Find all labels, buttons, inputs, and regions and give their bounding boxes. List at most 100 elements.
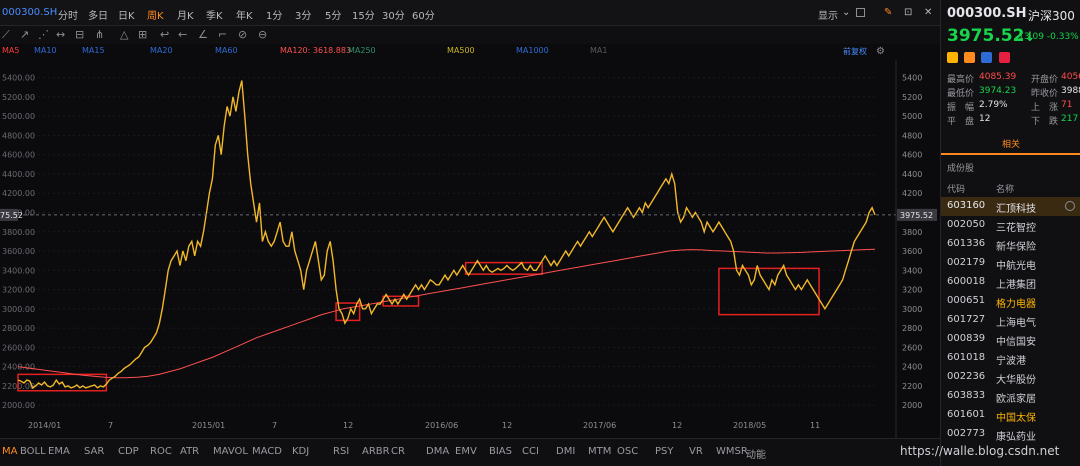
x-tick-label: 7 [272, 421, 277, 430]
tab-duori[interactable]: 多日 [88, 11, 108, 22]
news-icon[interactable] [964, 52, 976, 63]
indicator-roc[interactable]: ROC [150, 446, 172, 457]
fork-tool-icon[interactable]: ⋔ [95, 28, 105, 41]
list-item[interactable]: 603833 欧派家居 [941, 387, 1080, 406]
close-icon[interactable]: ✕ [924, 7, 933, 18]
ma250-label: MA500 [447, 46, 475, 55]
indicator-mtm[interactable]: MTM [588, 446, 612, 457]
indicator-dma[interactable]: DMA [426, 446, 450, 457]
indicator-sar[interactable]: SAR [84, 446, 105, 457]
pencil-icon[interactable]: ✎ [884, 7, 893, 18]
list-item[interactable]: 002773 康弘药业 [941, 425, 1080, 444]
tab-daily[interactable]: 日K [118, 11, 135, 22]
stock-code: 601336 [947, 238, 986, 249]
list-item[interactable]: 600018 上港集团 [941, 273, 1080, 292]
indicator-wmsr[interactable]: WMSR [716, 446, 748, 457]
delete-tool-icon[interactable]: ⊖ [258, 28, 268, 41]
indicator-boll[interactable]: BOLL [20, 446, 46, 457]
indicator-dmi[interactable]: DMI [556, 446, 576, 457]
ma60-label: MA120: 3618.883 [280, 46, 352, 55]
tab-1min[interactable]: 1分 [266, 11, 283, 22]
symbol-label[interactable]: 000300.SH [2, 7, 58, 18]
back-arrow-icon[interactable]: ← [178, 28, 188, 41]
arrow-tool-icon[interactable]: ↗ [20, 28, 30, 41]
indicator-rsi[interactable]: RSI [333, 446, 350, 457]
list-item[interactable]: 000651 格力电器 [941, 292, 1080, 311]
col-code-header[interactable]: 代码 [947, 185, 966, 195]
list-item[interactable]: 002236 大华股份 [941, 368, 1080, 387]
tab-fenshi[interactable]: 分时 [58, 11, 78, 22]
info-icon[interactable] [981, 52, 993, 63]
list-item[interactable]: 603160 汇顶科技 [941, 197, 1080, 216]
list-item[interactable]: 002050 三花智控 [941, 216, 1080, 235]
indicator-mavol[interactable]: MAVOL [213, 446, 248, 457]
left-tick-label: 3800.00 [2, 228, 35, 237]
high-label: 最高价 [947, 75, 975, 85]
indicator-psy[interactable]: PSY [655, 446, 674, 457]
tab-5min[interactable]: 5分 [325, 11, 342, 22]
list-item[interactable]: 601727 上海电气 [941, 311, 1080, 330]
indicator-ma[interactable]: MA [2, 446, 18, 457]
indicator-vr[interactable]: VR [689, 446, 703, 457]
indicator-arbr[interactable]: ARBR [362, 446, 390, 457]
settings-gear-icon[interactable]: ⚙ [876, 46, 885, 57]
low-label: 最低价 [947, 89, 975, 99]
favorite-icon[interactable] [998, 52, 1010, 63]
stock-name: 三花智控 [996, 223, 1036, 234]
tab-60min[interactable]: 60分 [412, 11, 435, 22]
list-item[interactable]: 601018 宁波港 [941, 349, 1080, 368]
indicator-macd[interactable]: MACD [252, 446, 282, 457]
indicator-cci[interactable]: CCI [522, 446, 539, 457]
tab-30min[interactable]: 30分 [382, 11, 405, 22]
adjust-button[interactable]: 前复权 [843, 47, 867, 56]
indicator-bar: MA BOLL EMA SAR CDP ROC ATR MAVOL MACD KDJ RSI ARBR… [0, 438, 940, 466]
hide-tool-icon[interactable]: ⊘ [238, 28, 248, 41]
checkbox-icon[interactable] [856, 8, 865, 17]
triangle-tool-icon[interactable]: △ [120, 28, 129, 41]
tab-yearly[interactable]: 年K [236, 11, 253, 22]
list-item[interactable]: 002179 中航光电 [941, 254, 1080, 273]
display-dropdown[interactable]: 显示 [818, 11, 838, 22]
stock-name: 中信国安 [996, 337, 1036, 348]
indicator-kdj[interactable]: KDJ [292, 446, 310, 457]
tab-15min[interactable]: 15分 [352, 11, 375, 22]
col-name-header[interactable]: 名称 [996, 185, 1015, 195]
chevron-down-icon[interactable]: ⌄ [842, 7, 851, 18]
tab-related[interactable]: 相关 [941, 137, 1080, 155]
indicator-cr[interactable]: CR [391, 446, 405, 457]
list-item[interactable]: 601336 新华保险 [941, 235, 1080, 254]
stock-code: 601018 [947, 352, 986, 363]
channel-tool-icon[interactable]: ⊟ [75, 28, 85, 41]
indicator-cdp[interactable]: CDP [118, 446, 139, 457]
current-price-tag [897, 208, 937, 221]
angle-tool-icon[interactable]: ∠ [198, 28, 208, 41]
list-item[interactable]: 601601 中国太保 [941, 406, 1080, 425]
tab-3min[interactable]: 3分 [295, 11, 312, 22]
undo-icon[interactable]: ↩ [160, 28, 170, 41]
indicator-osc[interactable]: OSC [617, 446, 639, 457]
tab-quarterly[interactable]: 季K [206, 11, 223, 22]
quote-name: 沪深300 [1028, 9, 1075, 23]
ray-tool-icon[interactable]: ⋰ [38, 28, 49, 41]
amplitude-value: 2.79% [979, 100, 1008, 110]
hline-tool-icon[interactable]: ↔ [56, 28, 66, 41]
price-chart[interactable]: 5400.00 5200.00 5000.00 4800.00 4600.00 4400.… [0, 60, 940, 438]
tab-monthly[interactable]: 月K [177, 11, 194, 22]
right-tick-label: 4800 [902, 131, 922, 140]
line-tool-icon[interactable]: ⟋ [2, 28, 10, 41]
stock-name: 汇顶科技 [996, 204, 1036, 215]
grid-tool-icon[interactable]: ⊞ [138, 28, 148, 41]
indicator-动能[interactable]: 动能 [746, 450, 766, 461]
indicator-atr[interactable]: ATR [180, 446, 200, 457]
stock-code: 600018 [947, 276, 986, 287]
eye-icon[interactable] [1065, 201, 1075, 211]
indicator-bias[interactable]: BIAS [489, 446, 512, 457]
window-icon[interactable]: ⊡ [904, 7, 913, 18]
alert-icon[interactable] [947, 52, 958, 63]
tab-weekly[interactable]: 周K [147, 11, 164, 22]
indicator-emv[interactable]: EMV [455, 446, 477, 457]
list-item[interactable]: 000839 中信国安 [941, 330, 1080, 349]
x-tick-label: 12 [502, 421, 512, 430]
indicator-ema[interactable]: EMA [48, 446, 70, 457]
bracket-tool-icon[interactable]: ⌐ [218, 28, 228, 41]
